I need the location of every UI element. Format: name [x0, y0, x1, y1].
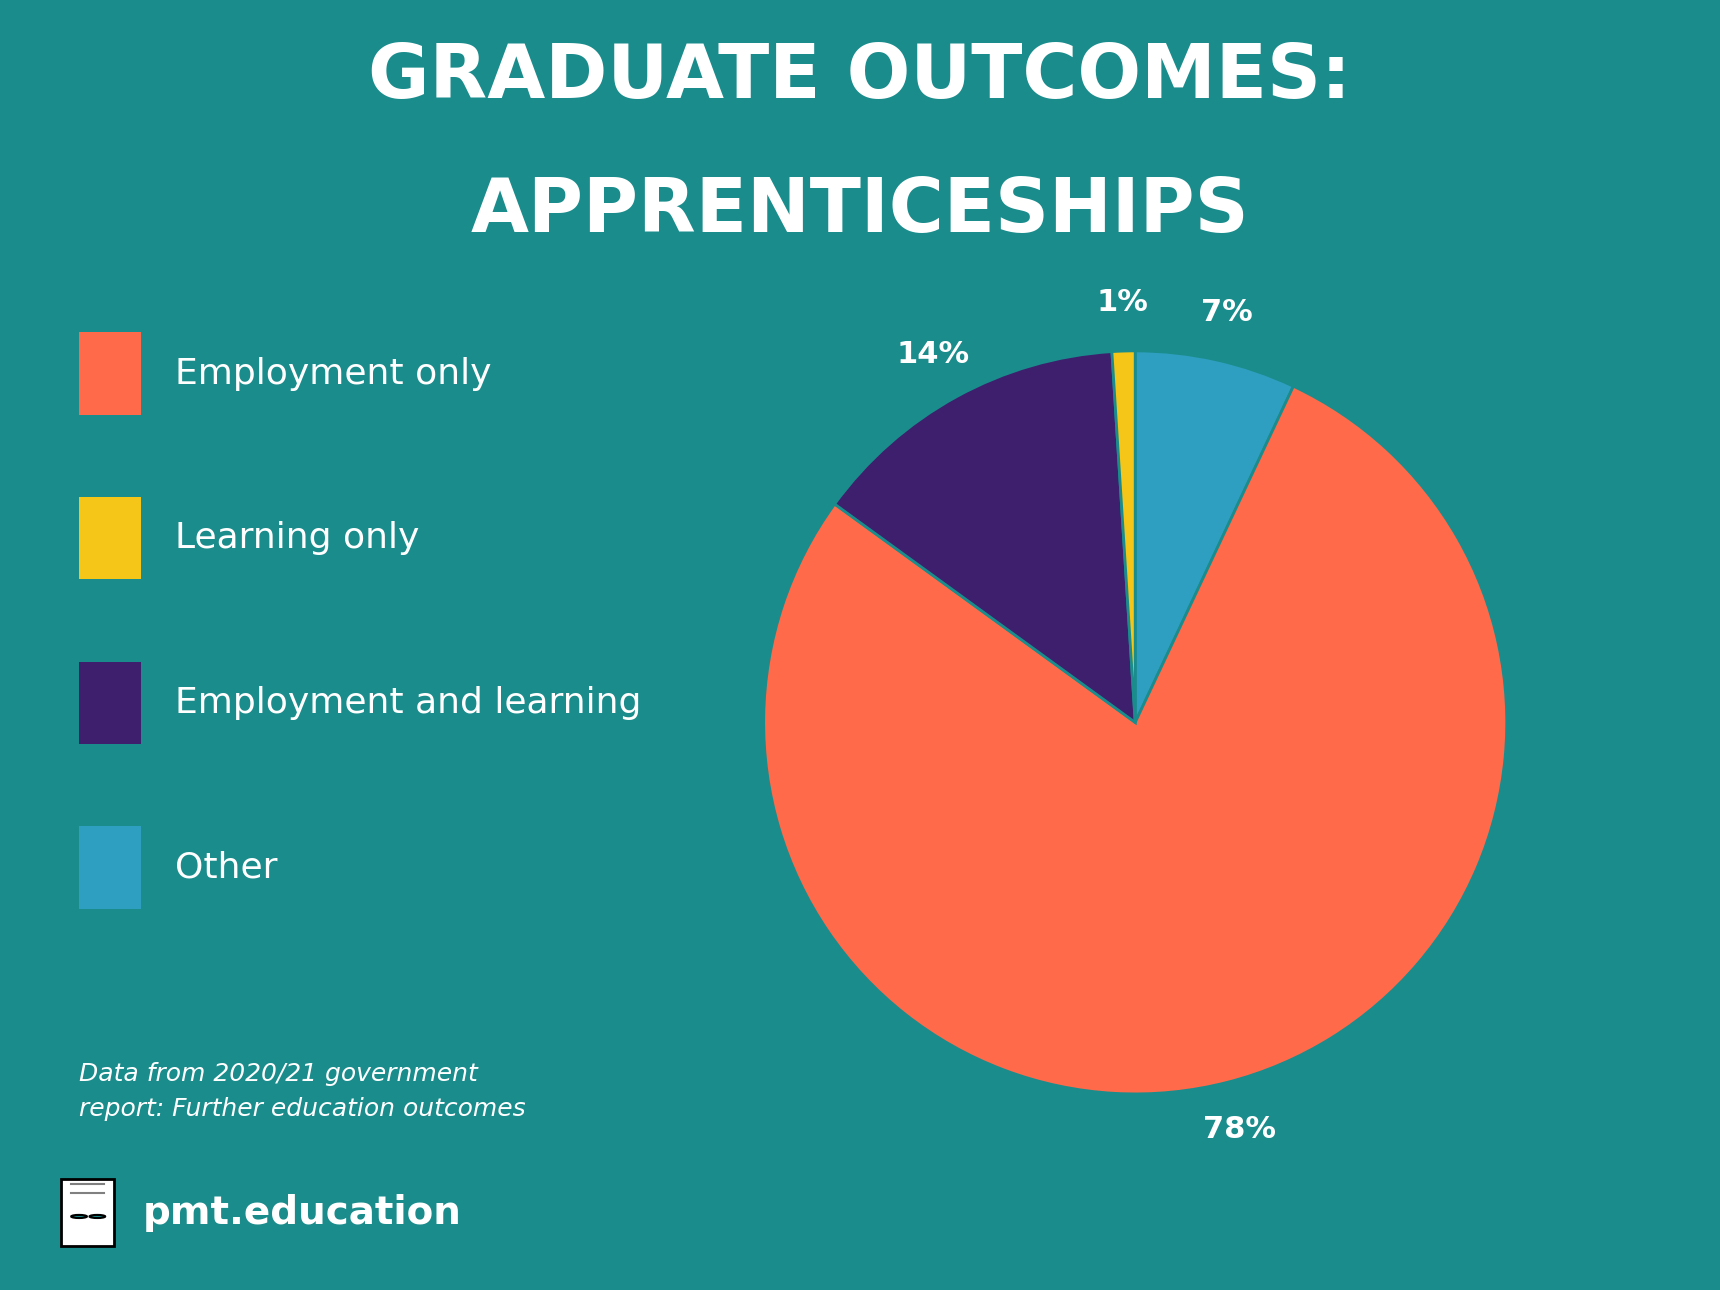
Text: APPRENTICESHIPS: APPRENTICESHIPS: [471, 175, 1249, 248]
FancyBboxPatch shape: [79, 827, 141, 908]
FancyBboxPatch shape: [79, 662, 141, 744]
Wedge shape: [1135, 351, 1293, 722]
Circle shape: [71, 1215, 88, 1218]
Text: 1%: 1%: [1096, 288, 1147, 317]
Text: Learning only: Learning only: [175, 521, 420, 555]
Text: Employment and learning: Employment and learning: [175, 686, 642, 720]
Text: GRADUATE OUTCOMES:: GRADUATE OUTCOMES:: [368, 41, 1352, 114]
Wedge shape: [764, 386, 1507, 1094]
Text: 7%: 7%: [1201, 298, 1252, 328]
Text: Employment only: Employment only: [175, 356, 492, 391]
Wedge shape: [1111, 351, 1135, 722]
Text: 14%: 14%: [896, 341, 970, 369]
FancyBboxPatch shape: [62, 1179, 114, 1246]
Text: 78%: 78%: [1202, 1115, 1276, 1143]
Text: pmt.education: pmt.education: [143, 1193, 463, 1232]
Wedge shape: [834, 352, 1135, 722]
Text: Data from 2020/21 government
report: Further education outcomes: Data from 2020/21 government report: Fur…: [79, 1062, 526, 1121]
Circle shape: [89, 1215, 105, 1218]
FancyBboxPatch shape: [79, 333, 141, 415]
FancyBboxPatch shape: [79, 497, 141, 579]
Text: Other: Other: [175, 850, 279, 885]
